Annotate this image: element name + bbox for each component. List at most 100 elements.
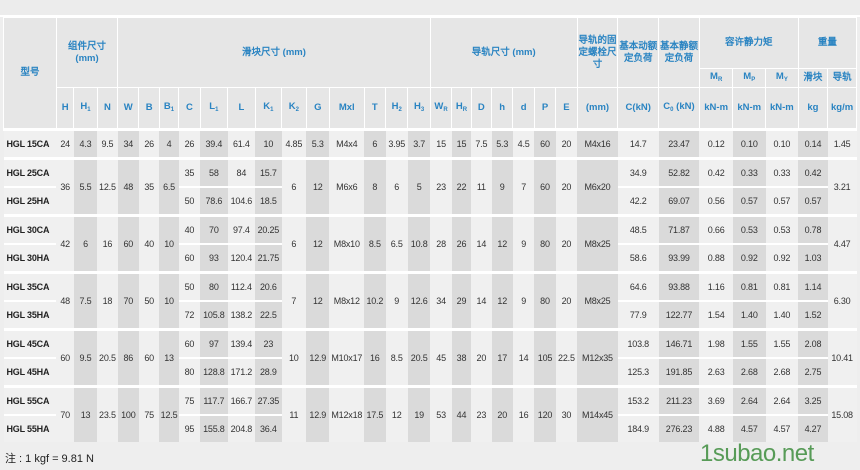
header-col-mp: kN-m	[732, 87, 767, 130]
header-model: 型号	[3, 17, 57, 130]
cell-b1: 6.5	[159, 157, 179, 216]
cell-l1: 117.7	[200, 385, 228, 416]
cell-h: 12	[491, 214, 513, 273]
cell-mr: 1.98	[699, 328, 733, 359]
cell-t: 6	[364, 128, 386, 159]
model-name: HGL 45CA	[3, 328, 57, 359]
cell-wblock: 4.27	[798, 415, 828, 442]
cell-b: 60	[138, 328, 160, 387]
cell-c0: 23.47	[658, 128, 700, 159]
model-name: HGL 55HA	[3, 415, 57, 442]
cell-mp: 2.64	[732, 385, 766, 416]
header-col-wr: WR	[429, 87, 453, 130]
cell-g: 12	[306, 214, 330, 273]
cell-k1: 21.75	[255, 244, 282, 273]
cell-mr: 3.69	[699, 385, 733, 416]
cell-h2: 12	[385, 385, 408, 442]
cell-my: 2.68	[765, 358, 799, 387]
cell-c: 26	[178, 128, 201, 159]
cell-h: 36	[56, 157, 74, 216]
cell-g: 12	[306, 157, 330, 216]
cell-hr: 26	[451, 214, 472, 273]
cell-h1: 4.3	[73, 128, 98, 159]
cell-e: 20	[555, 128, 578, 159]
cell-l1: 58	[200, 157, 228, 188]
cell-wr: 28	[430, 214, 452, 273]
cell-mxl: M8x12	[329, 271, 365, 330]
cell-h: 24	[56, 128, 74, 159]
cell-h1: 13	[73, 385, 98, 442]
cell-n: 16	[97, 214, 118, 273]
cell-d: 11	[471, 157, 492, 216]
cell-h3: 20.5	[407, 328, 431, 387]
header-weight-rail: 导轨	[827, 68, 857, 88]
cell-cdyn: 14.7	[617, 128, 659, 159]
header-col-d: D	[470, 87, 493, 130]
cell-k1: 20.6	[255, 271, 282, 302]
cell-l: 171.2	[227, 358, 256, 387]
cell-wblock: 0.78	[798, 214, 828, 245]
header-col-w: W	[117, 87, 140, 130]
cell-l: 61.4	[227, 128, 256, 159]
cell-mr: 0.56	[699, 187, 733, 216]
cell-l: 97.4	[227, 214, 256, 245]
cell-t: 10.2	[364, 271, 386, 330]
header-col-cdyn: C(kN)	[617, 87, 660, 130]
cell-mr: 4.88	[699, 415, 733, 442]
cell-h: 20	[491, 385, 513, 442]
cell-wr: 15	[430, 128, 452, 159]
cell-b1: 4	[159, 128, 179, 159]
cell-b: 75	[138, 385, 160, 442]
header-assembly: 组件尺寸 (mm)	[55, 17, 119, 88]
spec-table: 型号 组件尺寸 (mm) 滑块尺寸 (mm) 导轨尺寸 (mm) 导轨的固定螺栓…	[3, 17, 858, 442]
cell-w: 70	[117, 271, 139, 330]
cell-mp: 1.55	[732, 328, 766, 359]
header-weight: 重量	[797, 17, 858, 69]
cell-cdyn: 58.6	[617, 244, 659, 273]
header-col-e: E	[555, 87, 578, 130]
cell-h: 48	[56, 271, 74, 330]
cell-d: 23	[471, 385, 492, 442]
cell-e: 30	[555, 385, 578, 442]
cell-h3: 5	[407, 157, 431, 216]
cell-wr: 53	[430, 385, 452, 442]
cell-cdyn: 42.2	[617, 187, 659, 216]
cell-mxl: M8x10	[329, 214, 365, 273]
header-col-h: H	[55, 87, 75, 130]
header-weight-block: 滑块	[797, 68, 829, 88]
header-col-wblock: kg	[797, 87, 829, 130]
table-row: HGL 55CA 70 13 23.5 100 75 12.5 75 117.7 166.7 27.…	[3, 385, 857, 442]
table-row: HGL 25CA 36 5.5 12.5 48 35 6.5 35 58 84 15.7 6 12 M6x…	[3, 157, 857, 216]
cell-bolt: M8x25	[577, 214, 618, 273]
cell-cdyn: 103.8	[617, 328, 659, 359]
cell-l1: 155.8	[200, 415, 228, 442]
model-name: HGL 35CA	[3, 271, 57, 302]
model-name: HGL 30HA	[3, 244, 57, 273]
cell-h3: 10.8	[407, 214, 431, 273]
cell-c0: 211.23	[658, 385, 700, 416]
cell-l: 84	[227, 157, 256, 188]
cell-d: 16	[512, 385, 535, 442]
cell-cdyn: 184.9	[617, 415, 659, 442]
cell-e: 20	[555, 214, 578, 273]
cell-w: 60	[117, 214, 139, 273]
cell-cdyn: 34.9	[617, 157, 659, 188]
cell-b: 26	[138, 128, 160, 159]
cell-c: 50	[178, 187, 201, 216]
cell-c0: 52.82	[658, 157, 700, 188]
cell-bolt: M8x25	[577, 271, 618, 330]
cell-w: 100	[117, 385, 139, 442]
cell-wrail: 6.30	[827, 271, 857, 330]
cell-mr: 0.66	[699, 214, 733, 245]
cell-t: 17.5	[364, 385, 386, 442]
cell-k2: 11	[281, 385, 307, 442]
cell-l1: 78.6	[200, 187, 228, 216]
table-row: HGL 30CA 42 6 16 60 40 10 40 70 97.4 20.25 6 12 M8x10…	[3, 214, 857, 273]
cell-wblock: 3.25	[798, 385, 828, 416]
header-mp: MP	[732, 68, 767, 88]
table-row: HGL 55HA 95 155.8 204.8 36.4 184.9 276.23 4.88 4…	[3, 415, 857, 442]
cell-l1: 93	[200, 244, 228, 273]
cell-h2: 3.95	[385, 128, 408, 159]
cell-wrail: 3.21	[827, 157, 857, 216]
cell-wr: 34	[430, 271, 452, 330]
